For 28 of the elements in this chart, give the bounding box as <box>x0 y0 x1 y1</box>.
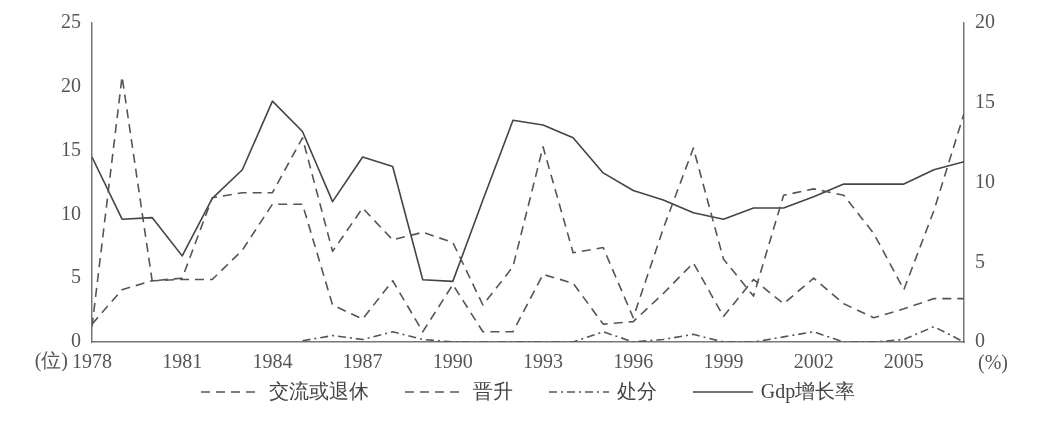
y2-axis-title: (%) <box>978 351 1008 375</box>
x-tick-label: 1996 <box>613 350 654 373</box>
x-tick-label: 2005 <box>883 350 924 373</box>
y2-tick-label: 15 <box>975 90 995 112</box>
y-tick-label: 15 <box>61 137 81 160</box>
y-axis-title: (位) <box>34 349 68 373</box>
legend-label: Gdp增长率 <box>760 379 856 405</box>
y2-tick-label: 0 <box>975 329 985 352</box>
x-tick-label: 1978 <box>72 350 112 373</box>
x-tick-label: 1984 <box>252 350 293 373</box>
legend-label: 晋升 <box>472 379 513 404</box>
legend-label: 交流或退休 <box>268 379 369 404</box>
x-tick-label: 1981 <box>162 350 203 373</box>
y-tick-label: 20 <box>61 74 81 97</box>
y-tick-label: 25 <box>61 10 81 33</box>
x-tick-label: 1990 <box>432 350 473 373</box>
y-tick-label: 10 <box>61 201 81 224</box>
x-tick-label: 1987 <box>342 350 383 373</box>
y-tick-label: 0 <box>71 329 81 352</box>
y2-tick-label: 20 <box>975 10 995 33</box>
legend-label: 处分 <box>616 379 657 404</box>
y2-tick-label: 5 <box>975 249 985 272</box>
x-tick-label: 2002 <box>793 350 834 373</box>
x-tick-label: 1993 <box>523 350 564 373</box>
y2-tick-label: 10 <box>975 169 995 192</box>
line-series <box>301 325 964 342</box>
y-tick-label: 5 <box>71 265 81 288</box>
x-tick-label: 1999 <box>703 350 744 373</box>
